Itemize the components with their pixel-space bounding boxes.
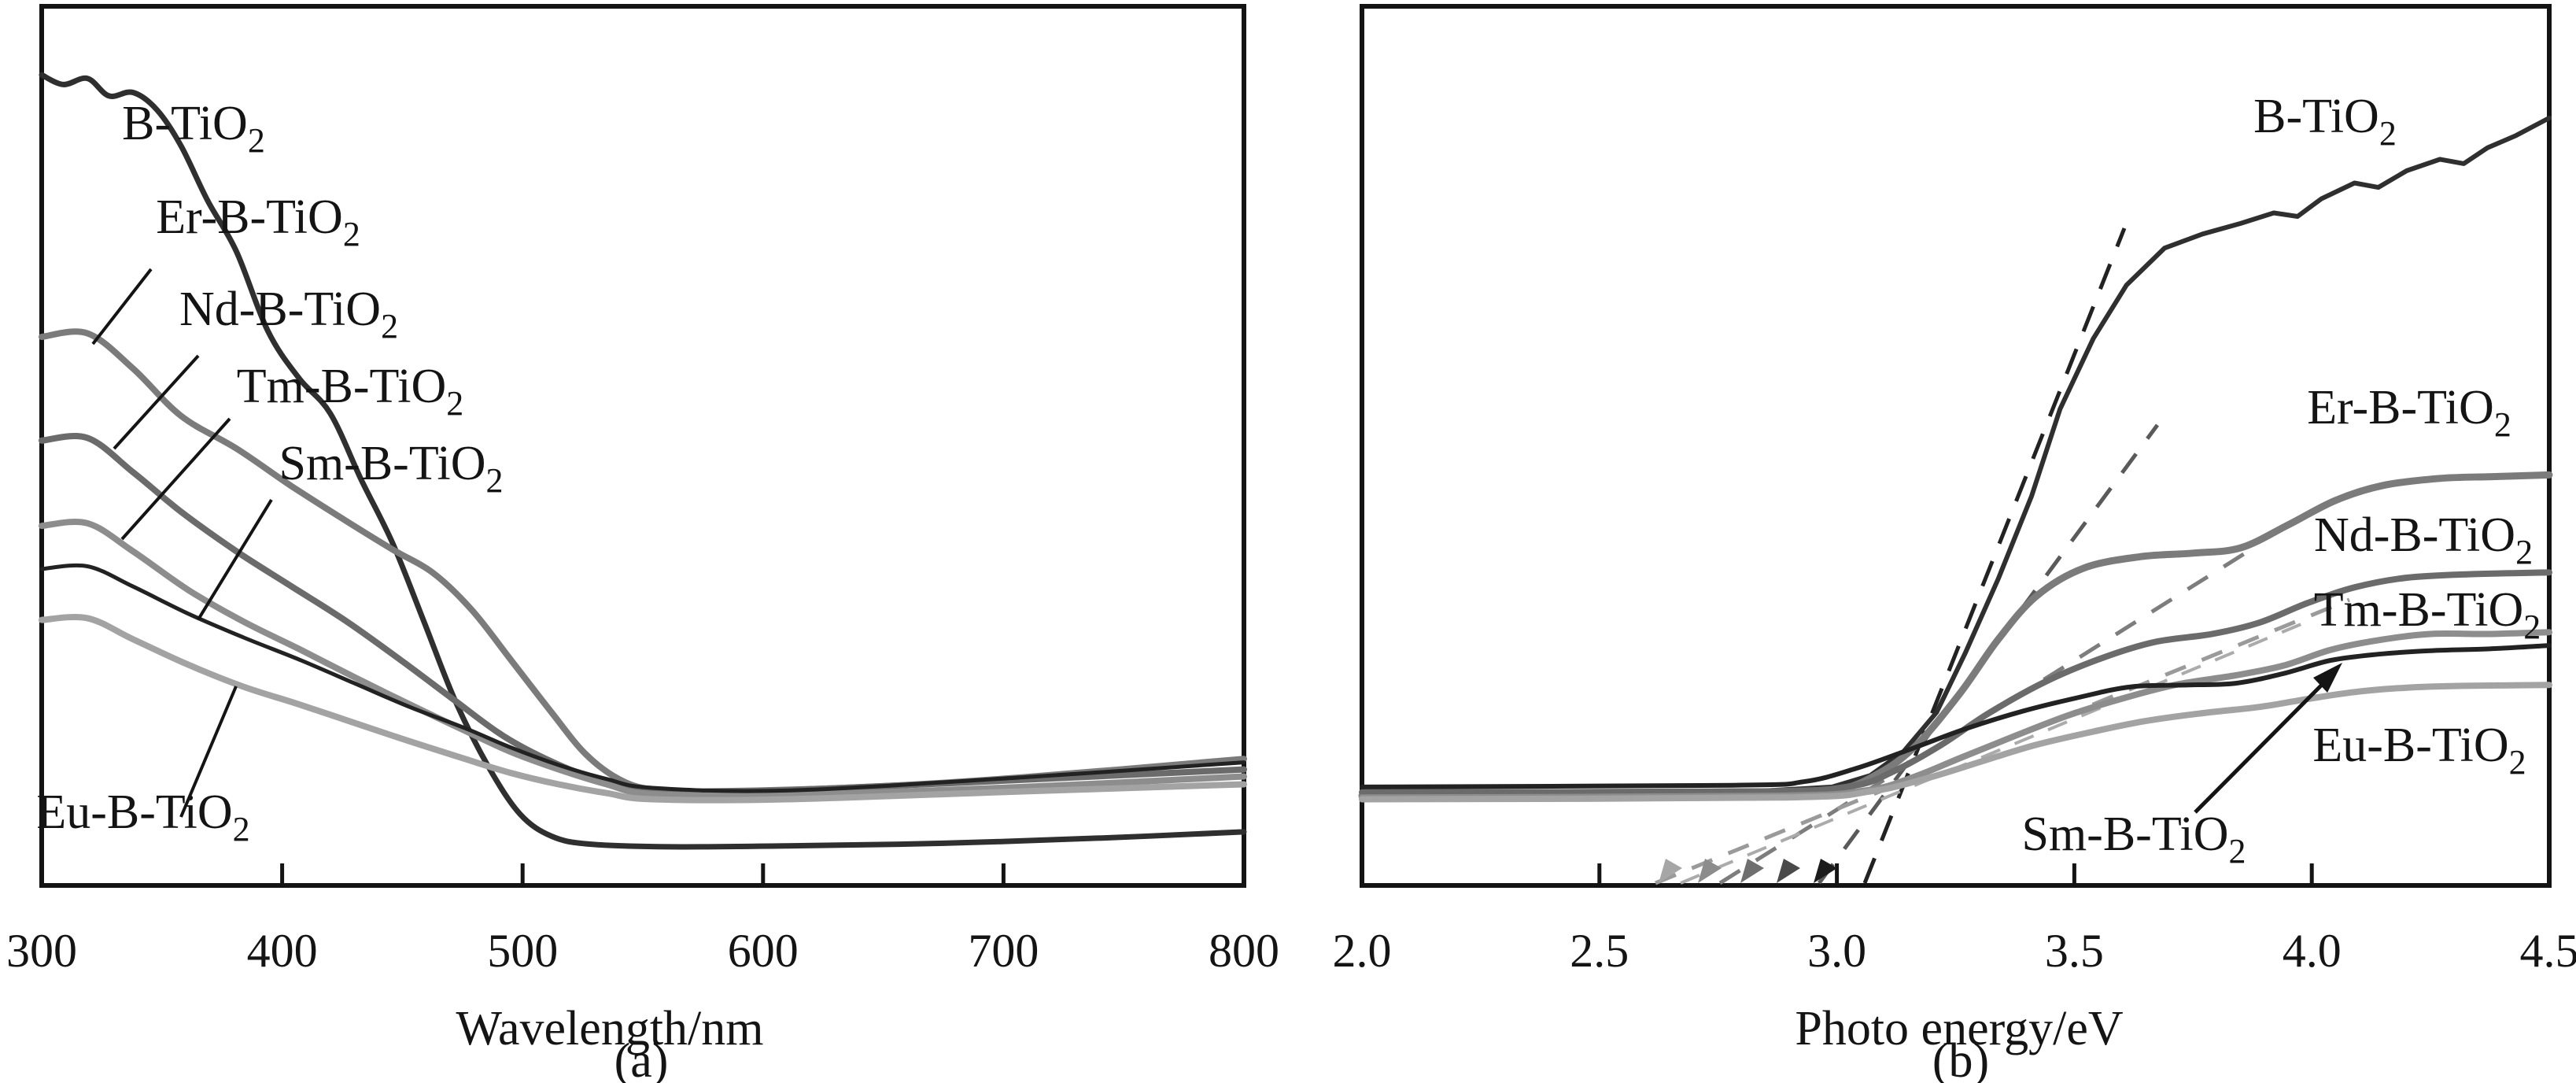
label-leader-line bbox=[197, 498, 273, 621]
curve-Sm-B-TiO2 bbox=[1360, 643, 2552, 789]
x-axis-title-a: Wavelength/nm bbox=[456, 1002, 763, 1055]
x-tick-label-b: 2.5 bbox=[1570, 925, 1629, 977]
x-tick-label-b: 3.5 bbox=[2045, 925, 2104, 977]
curve-label-Sm-B-TiO2: Sm-B-TiO2 bbox=[2021, 808, 2246, 870]
panel-tag-b: (b) bbox=[1932, 1034, 1989, 1083]
curve-label-Eu-B-TiO2: Eu-B-TiO2 bbox=[36, 785, 249, 848]
label-leader-line bbox=[91, 268, 153, 346]
curve-label-Sm-B-TiO2: Sm-B-TiO2 bbox=[279, 437, 503, 500]
curve-label-Nd-B-TiO2: Nd-B-TiO2 bbox=[179, 283, 398, 346]
curve-Eu-B-TiO2 bbox=[1359, 682, 2552, 803]
panel-b: 2.0 2.5 3.0 3.5 4.0 4.5 Photo energy/eV(b) B-Ti… bbox=[1333, 4, 2576, 1083]
curve-Eu-B-TiO2 bbox=[39, 613, 1247, 804]
plot-border-a bbox=[39, 4, 1246, 888]
sm-annotation-arrow-head bbox=[2313, 663, 2342, 693]
label-leader-line bbox=[120, 417, 231, 541]
curve-Tm-B-TiO2 bbox=[39, 518, 1247, 799]
x-tick-label-a: 500 bbox=[487, 925, 558, 977]
bandgap-arrowhead bbox=[1659, 859, 1682, 883]
sm-annotation-arrow-shaft bbox=[2194, 684, 2323, 814]
curve-label-B-TiO2: B-TiO2 bbox=[122, 97, 265, 160]
tauc-dashed-line bbox=[1817, 423, 2160, 885]
tauc-dashed-line bbox=[1680, 620, 2308, 885]
x-axis-title-b: Photo energy/eV bbox=[1795, 1002, 2124, 1055]
curve-Nd-B-TiO2 bbox=[1359, 569, 2552, 796]
curve-B-TiO2 bbox=[1360, 115, 2552, 796]
x-tick-label-b: 4.5 bbox=[2520, 925, 2576, 977]
curve-label-Tm-B-TiO2: Tm-B-TiO2 bbox=[2314, 583, 2541, 646]
plot-border-b bbox=[1360, 4, 2552, 888]
x-tick-label-a: 700 bbox=[968, 925, 1039, 977]
x-tick-label-a: 600 bbox=[728, 925, 799, 977]
curve-Sm-B-TiO2 bbox=[39, 563, 1246, 793]
curve-label-Eu-B-TiO2: Eu-B-TiO2 bbox=[2312, 719, 2526, 782]
curve-label-B-TiO2: B-TiO2 bbox=[2253, 90, 2397, 153]
tauc-dashed-line bbox=[1862, 227, 2127, 884]
x-tick-label-a: 800 bbox=[1209, 925, 1279, 977]
panel-tag-a: (a) bbox=[614, 1034, 669, 1083]
x-tick-label-b: 2.0 bbox=[1333, 925, 1392, 977]
curve-label-Tm-B-TiO2: Tm-B-TiO2 bbox=[237, 360, 463, 423]
bandgap-arrowhead bbox=[1777, 859, 1800, 883]
label-leader-line bbox=[179, 686, 238, 818]
curve-Nd-B-TiO2 bbox=[39, 433, 1247, 796]
bandgap-arrowhead bbox=[1814, 859, 1837, 883]
bandgap-arrowhead bbox=[1698, 859, 1722, 883]
x-tick-label-b: 4.0 bbox=[2283, 925, 2342, 977]
panel-a: 300 400 500 600 700 800 Wavelength/nm(a) B-TiO2… bbox=[6, 4, 1279, 1083]
curve-label-Er-B-TiO2: Er-B-TiO2 bbox=[2307, 381, 2511, 444]
x-tick-label-a: 300 bbox=[6, 925, 77, 977]
x-tick-label-a: 400 bbox=[247, 925, 318, 977]
label-leader-line bbox=[113, 354, 200, 450]
curve-B-TiO2 bbox=[39, 72, 1247, 850]
x-tick-label-b: 3.0 bbox=[1807, 925, 1866, 977]
curve-label-Nd-B-TiO2: Nd-B-TiO2 bbox=[2314, 508, 2533, 571]
bandgap-arrowhead bbox=[1740, 859, 1764, 883]
curve-label-Er-B-TiO2: Er-B-TiO2 bbox=[156, 190, 360, 253]
